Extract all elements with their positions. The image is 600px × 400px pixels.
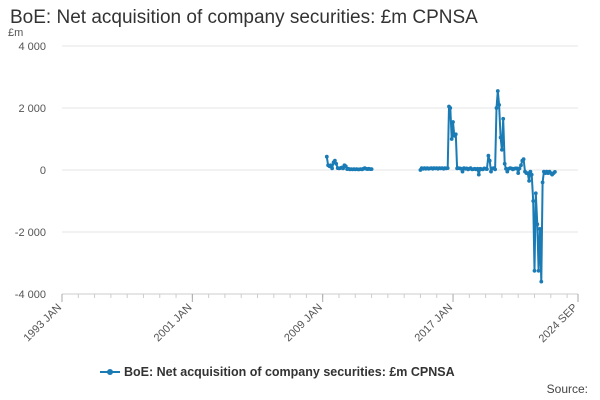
data-point: [494, 106, 499, 110]
x-tick-label: 2017 JAN: [413, 302, 456, 345]
data-point: [451, 120, 455, 124]
chart-title: BoE: Net acquisition of company securiti…: [10, 7, 478, 28]
data-point: [334, 161, 339, 166]
data-point: [448, 106, 453, 110]
legend[interactable]: BoE: Net acquisition of company securiti…: [100, 365, 455, 379]
grid: [62, 45, 578, 295]
data-point: [324, 154, 329, 159]
data-point: [540, 180, 545, 185]
data-point: [553, 170, 557, 174]
data-point: [498, 135, 503, 140]
data-point: [493, 167, 497, 172]
data-point: [460, 169, 465, 174]
y-tick-label: 2 000: [18, 103, 46, 115]
data-point: [515, 166, 519, 171]
x-tick-label: 2024 SEP: [537, 302, 581, 346]
y-tick-label: -2 000: [15, 227, 46, 239]
data-point: [517, 166, 522, 171]
data-point: [521, 157, 526, 162]
data-point: [445, 166, 450, 171]
data-point: [449, 137, 454, 141]
data-point: [369, 167, 374, 172]
x-axis: 1993 JAN 2001 JAN 2009 JAN 2017 JAN 2024 SEP: [21, 293, 581, 346]
x-tick-label: 2009 JAN: [282, 302, 325, 345]
source-label: Source:: [546, 382, 588, 396]
data-point: [341, 166, 345, 171]
data-series: [324, 89, 557, 284]
y-tick-label: 4 000: [18, 41, 46, 53]
data-point: [497, 103, 501, 107]
data-point: [529, 172, 534, 177]
data-point: [330, 166, 334, 171]
data-point: [532, 268, 537, 273]
data-point: [500, 147, 504, 152]
x-tick-label: 2001 JAN: [152, 302, 195, 345]
data-point: [505, 169, 510, 174]
data-point: [533, 191, 538, 196]
data-point: [328, 163, 333, 168]
data-point: [502, 161, 507, 166]
data-point: [487, 158, 492, 163]
legend-swatch: [100, 368, 120, 376]
data-point: [539, 279, 544, 284]
data-point: [475, 166, 480, 171]
data-point: [536, 268, 541, 273]
data-point: [476, 172, 481, 177]
data-point: [485, 167, 489, 172]
data-point: [528, 169, 533, 174]
data-point: [519, 163, 523, 168]
data-point: [333, 158, 337, 163]
data-point: [516, 171, 521, 176]
series-line: [419, 90, 556, 283]
data-point: [486, 153, 491, 158]
data-point: [489, 169, 493, 174]
y-tick-label: -4 000: [15, 289, 46, 301]
legend-label: BoE: Net acquisition of company securiti…: [124, 365, 455, 379]
y-tick-label: 0: [40, 165, 46, 177]
data-point: [531, 199, 536, 203]
y-unit-label: £m: [8, 27, 24, 39]
data-point: [535, 222, 540, 227]
y-axis: 4 000 2 000 0 -2 000 -4 000: [15, 41, 46, 301]
data-point: [453, 132, 458, 137]
x-tick-label: 1993 JAN: [21, 302, 64, 345]
data-point: [495, 89, 500, 93]
data-point: [527, 179, 531, 183]
data-point: [501, 116, 506, 121]
data-point: [538, 227, 542, 231]
